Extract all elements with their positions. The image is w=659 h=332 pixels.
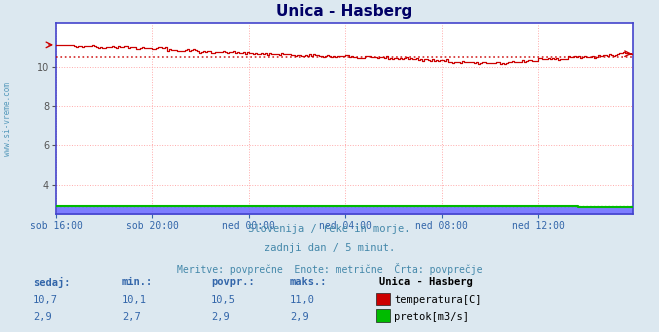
Text: Slovenija / reke in morje.: Slovenija / reke in morje. xyxy=(248,224,411,234)
Text: Meritve: povprečne  Enote: metrične  Črta: povprečje: Meritve: povprečne Enote: metrične Črta:… xyxy=(177,263,482,275)
Text: 11,0: 11,0 xyxy=(290,295,315,305)
Text: 10,5: 10,5 xyxy=(211,295,236,305)
Text: 2,9: 2,9 xyxy=(290,312,308,322)
Text: zadnji dan / 5 minut.: zadnji dan / 5 minut. xyxy=(264,243,395,253)
Text: maks.:: maks.: xyxy=(290,277,328,287)
Text: pretok[m3/s]: pretok[m3/s] xyxy=(394,312,469,322)
Text: 2,9: 2,9 xyxy=(33,312,51,322)
Text: Unica - Hasberg: Unica - Hasberg xyxy=(379,277,473,287)
Text: 10,7: 10,7 xyxy=(33,295,58,305)
Text: 2,7: 2,7 xyxy=(122,312,140,322)
Text: www.si-vreme.com: www.si-vreme.com xyxy=(3,82,13,156)
Text: 2,9: 2,9 xyxy=(211,312,229,322)
Title: Unica - Hasberg: Unica - Hasberg xyxy=(276,4,413,19)
Text: min.:: min.: xyxy=(122,277,153,287)
Text: sedaj:: sedaj: xyxy=(33,277,71,288)
Text: povpr.:: povpr.: xyxy=(211,277,254,287)
Text: 10,1: 10,1 xyxy=(122,295,147,305)
Text: temperatura[C]: temperatura[C] xyxy=(394,295,482,305)
